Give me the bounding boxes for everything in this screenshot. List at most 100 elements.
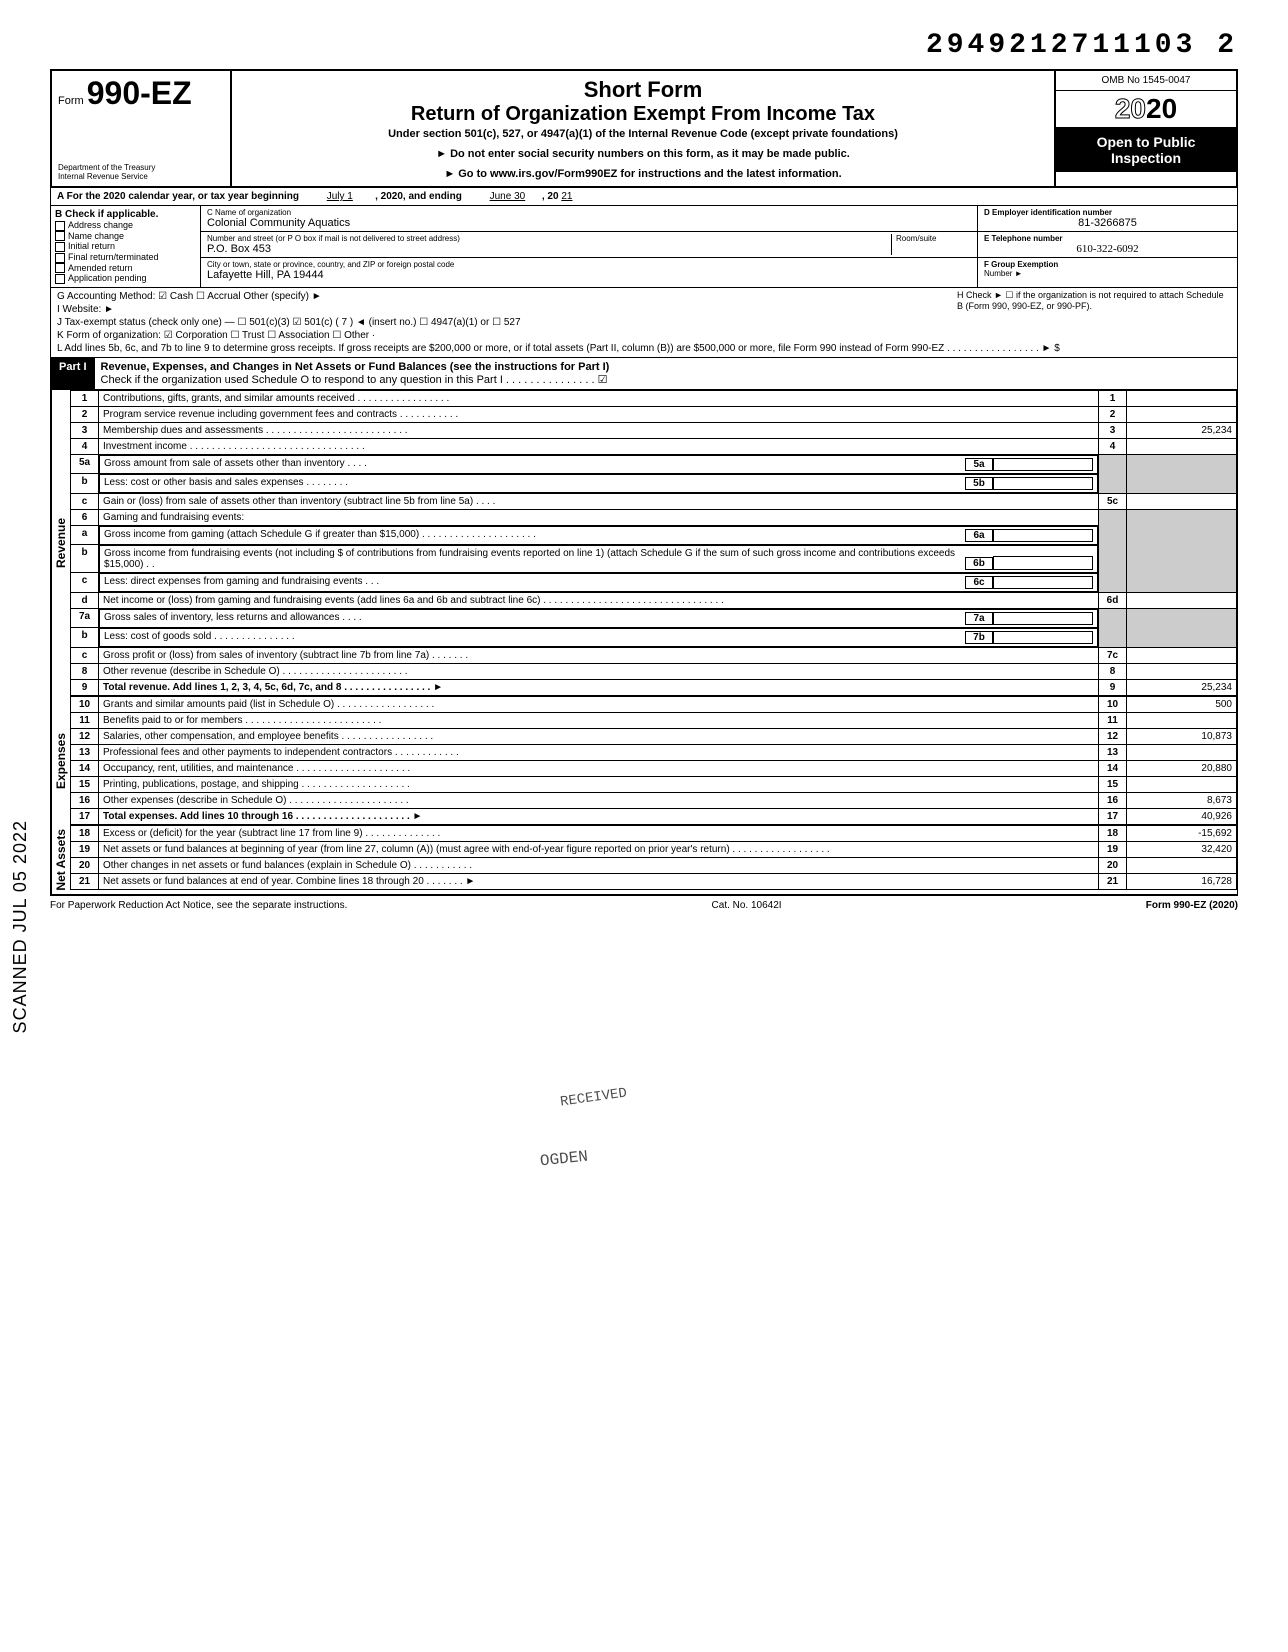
label-address: Number and street (or P O box if mail is… <box>207 234 891 243</box>
line-21-amt: 16,728 <box>1127 873 1237 889</box>
line-17-desc: Total expenses. Add lines 10 through 16 … <box>103 811 422 822</box>
line-5a-ibox: 5a <box>965 458 993 471</box>
line-5a-num: 5a <box>71 454 99 474</box>
line-12-amt: 10,873 <box>1127 728 1237 744</box>
chk-application-pending[interactable]: Application pending <box>55 273 196 284</box>
row-h: H Check ► ☐ if the organization is not r… <box>957 290 1231 311</box>
section-c: C Name of organization Colonial Communit… <box>201 206 977 287</box>
phone-value: 610-322-6092 <box>984 243 1231 255</box>
line-7c-amt <box>1127 647 1237 663</box>
line-6-amt-shade <box>1127 509 1237 592</box>
net-assets-vertical-label: Net Assets <box>51 825 70 895</box>
line-2-box: 2 <box>1099 406 1127 422</box>
section-b: B Check if applicable. Address change Na… <box>51 206 201 287</box>
line-7a-ibox: 7a <box>965 612 993 625</box>
line-7a-desc: Gross sales of inventory, less returns a… <box>104 612 965 625</box>
line-2-num: 2 <box>71 406 99 422</box>
line-5b-num: b <box>71 474 99 494</box>
revenue-vertical-label: Revenue <box>51 390 70 696</box>
label-city: City or town, state or province, country… <box>207 260 971 269</box>
expenses-vertical-label: Expenses <box>51 696 70 825</box>
line-3-box: 3 <box>1099 422 1127 438</box>
line-7ab-amt-shade <box>1127 608 1237 647</box>
row-j: J Tax-exempt status (check only one) — ☐… <box>57 316 951 329</box>
part1-subtitle: Check if the organization used Schedule … <box>101 373 1231 386</box>
line-16-num: 16 <box>71 792 99 808</box>
line-7ab-shade <box>1099 608 1127 647</box>
line-8-box: 8 <box>1099 663 1127 679</box>
line-6c-ibox: 6c <box>965 576 993 589</box>
footer-left: For Paperwork Reduction Act Notice, see … <box>50 900 347 911</box>
line-4-num: 4 <box>71 438 99 454</box>
line-16-desc: Other expenses (describe in Schedule O) … <box>99 792 1099 808</box>
line-20-num: 20 <box>71 857 99 873</box>
line-5b-ibox: 5b <box>965 477 993 490</box>
document-number: 2949212711103 2 <box>50 30 1238 61</box>
line-7c-num: c <box>71 647 99 663</box>
line-14-amt: 20,880 <box>1127 760 1237 776</box>
line-6b-ibox: 6b <box>965 557 993 570</box>
line-18-box: 18 <box>1099 825 1127 841</box>
chk-address-change[interactable]: Address change <box>55 220 196 231</box>
line-3-num: 3 <box>71 422 99 438</box>
line-14-num: 14 <box>71 760 99 776</box>
line-17-amt: 40,926 <box>1127 808 1237 824</box>
line-6b-num: b <box>71 545 99 573</box>
line-5c-desc: Gain or (loss) from sale of assets other… <box>99 493 1099 509</box>
line-11-num: 11 <box>71 712 99 728</box>
ogden-stamp: OGDEN <box>539 1148 589 1171</box>
open-label: Open to Public <box>1058 134 1234 150</box>
line-10-num: 10 <box>71 696 99 712</box>
chk-initial-return[interactable]: Initial return <box>55 241 196 252</box>
line-6d-box: 6d <box>1099 592 1127 608</box>
ssn-warning: ► Do not enter social security numbers o… <box>242 148 1044 160</box>
chk-name-change[interactable]: Name change <box>55 231 196 242</box>
line-11-box: 11 <box>1099 712 1127 728</box>
line-9-desc: Total revenue. Add lines 1, 2, 3, 4, 5c,… <box>103 682 443 693</box>
line-8-num: 8 <box>71 663 99 679</box>
chk-final-return[interactable]: Final return/terminated <box>55 252 196 263</box>
line-5a-desc: Gross amount from sale of assets other t… <box>104 458 965 471</box>
lbl-initial-return: Initial return <box>68 241 115 251</box>
form-title: Return of Organization Exempt From Incom… <box>242 103 1044 126</box>
page-footer: For Paperwork Reduction Act Notice, see … <box>50 895 1238 915</box>
lbl-final-return: Final return/terminated <box>68 252 159 262</box>
line-9-box: 9 <box>1099 679 1127 695</box>
org-address: P.O. Box 453 <box>207 243 891 255</box>
department: Department of the Treasury Internal Reve… <box>58 164 224 182</box>
line-6c-desc: Less: direct expenses from gaming and fu… <box>104 576 965 589</box>
form-prefix: Form <box>58 95 84 107</box>
row-a-mid: , 2020, and ending <box>375 191 462 202</box>
label-group-number: Number ► <box>984 269 1231 278</box>
line-2-desc: Program service revenue including govern… <box>99 406 1099 422</box>
line-4-amt <box>1127 438 1237 454</box>
line-13-num: 13 <box>71 744 99 760</box>
net-assets-table: 18Excess or (deficit) for the year (subt… <box>70 825 1237 890</box>
part1-header-row: Part I Revenue, Expenses, and Changes in… <box>50 358 1238 390</box>
line-13-amt <box>1127 744 1237 760</box>
omb-number: OMB No 1545-0047 <box>1056 71 1236 91</box>
line-10-box: 10 <box>1099 696 1127 712</box>
form-subtitle: Under section 501(c), 527, or 4947(a)(1)… <box>242 128 1044 140</box>
label-group-exemption: F Group Exemption <box>984 260 1058 269</box>
ein-value: 81-3266875 <box>984 217 1231 229</box>
line-5c-amt <box>1127 493 1237 509</box>
part1-title: Revenue, Expenses, and Changes in Net As… <box>101 361 1231 373</box>
year-begin: July 1 <box>327 191 353 202</box>
open-to-public: Open to Public Inspection <box>1056 128 1236 172</box>
line-17-num: 17 <box>71 808 99 824</box>
line-20-amt <box>1127 857 1237 873</box>
row-i: I Website: ► <box>57 303 951 316</box>
received-stamp: RECEIVED <box>559 1085 628 1110</box>
line-3-amt: 25,234 <box>1127 422 1237 438</box>
chk-amended-return[interactable]: Amended return <box>55 263 196 274</box>
net-assets-section: Net Assets 18Excess or (deficit) for the… <box>50 825 1238 896</box>
line-6c-num: c <box>71 573 99 593</box>
expenses-section: Expenses 10Grants and similar amounts pa… <box>50 696 1238 825</box>
line-6a-desc: Gross income from gaming (attach Schedul… <box>104 529 965 542</box>
line-12-box: 12 <box>1099 728 1127 744</box>
line-18-num: 18 <box>71 825 99 841</box>
line-18-amt: -15,692 <box>1127 825 1237 841</box>
line-1-desc: Contributions, gifts, grants, and simila… <box>99 390 1099 406</box>
line-21-desc: Net assets or fund balances at end of ye… <box>99 873 1099 889</box>
